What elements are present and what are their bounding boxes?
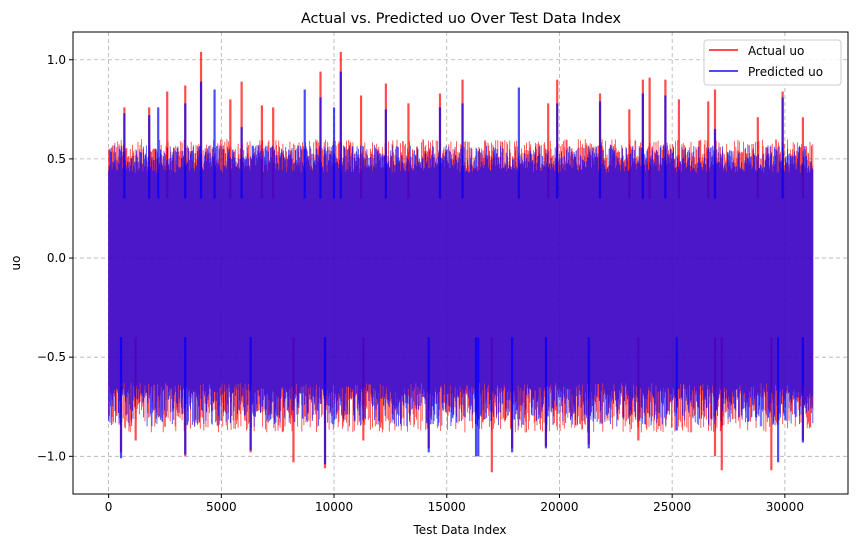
x-tick-label: 0: [105, 500, 113, 514]
y-tick-label: −0.5: [37, 350, 66, 364]
x-tick-label: 15000: [428, 500, 466, 514]
x-tick-label: 5000: [206, 500, 237, 514]
x-tick-label: 25000: [653, 500, 691, 514]
series-predicted: [108, 145, 814, 427]
x-tick-label: 30000: [766, 500, 804, 514]
legend: Actual uo Predicted uo: [703, 39, 842, 86]
axes-frame: [72, 31, 849, 495]
y-tick-label: 1.0: [47, 53, 66, 67]
y-tick-label: −1.0: [37, 449, 66, 463]
x-axis-label: Test Data Index: [413, 523, 507, 537]
x-axis: 0 5000 10000 15000 20000 25000 30000: [105, 494, 804, 514]
x-tick-label: 10000: [315, 500, 353, 514]
plot-area: [108, 51, 814, 473]
legend-label-actual: Actual uo: [748, 44, 804, 58]
legend-box: [703, 39, 842, 86]
y-axis: −1.0 −0.5 0.0 0.5 1.0: [37, 53, 73, 463]
y-tick-label: 0.0: [47, 251, 66, 265]
y-tick-label: 0.5: [47, 152, 66, 166]
x-tick-label: 20000: [540, 500, 578, 514]
legend-label-predicted: Predicted uo: [748, 65, 823, 79]
chart-title: Actual vs. Predicted uo Over Test Data I…: [301, 11, 622, 27]
y-axis-label: uo: [9, 256, 23, 271]
